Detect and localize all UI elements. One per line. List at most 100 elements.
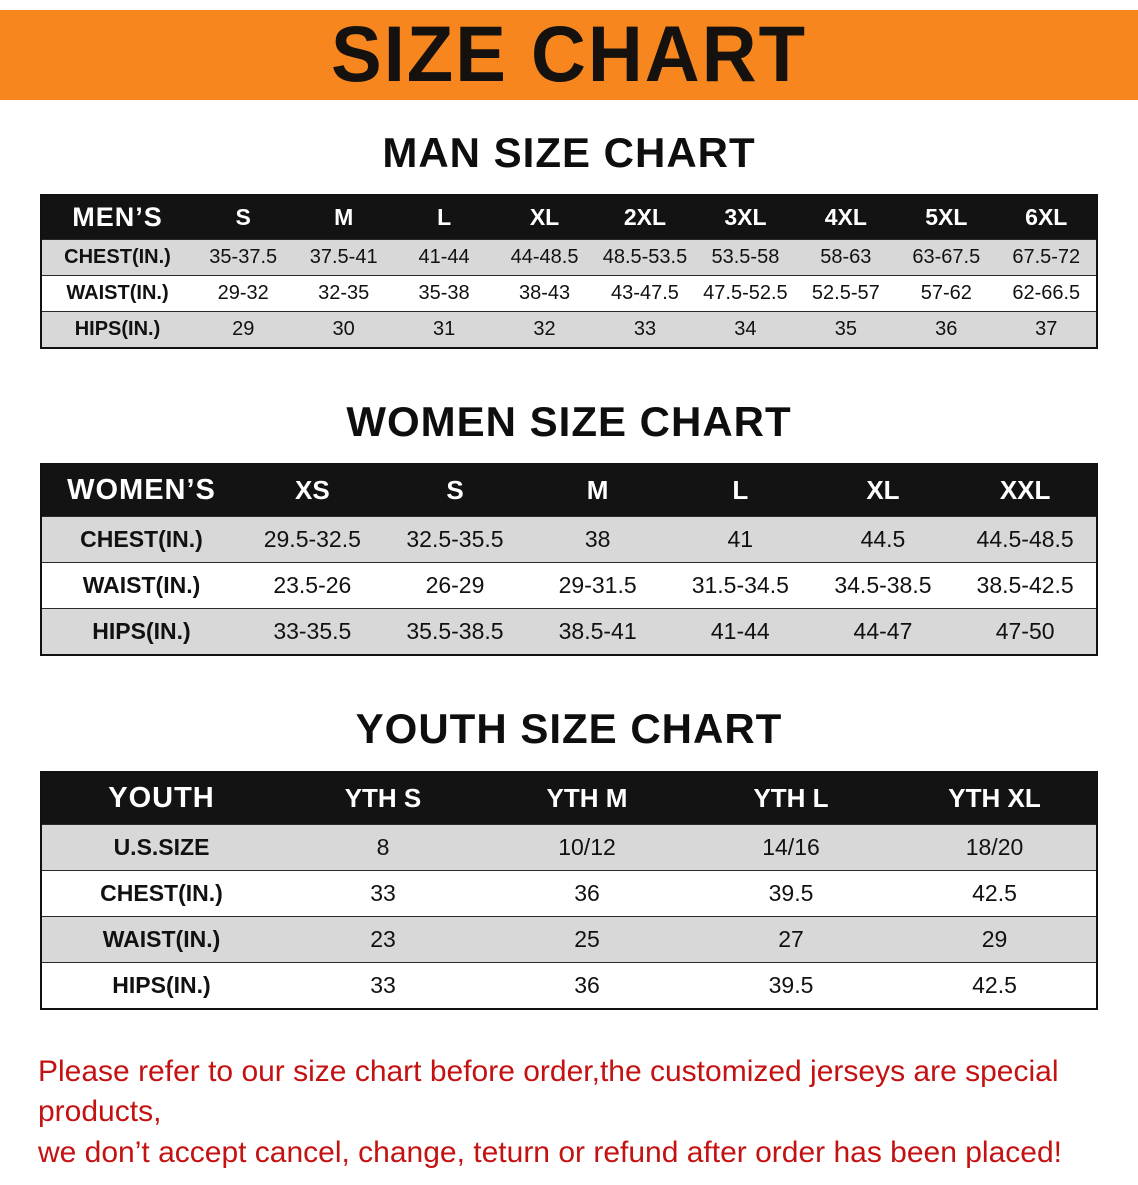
size-value-cell: 33: [594, 311, 696, 349]
table-title-cell: WOMEN’S: [41, 463, 241, 518]
row-label-cell: CHEST(IN.): [41, 516, 241, 564]
table-header-row: MEN’S S M L XL 2XL 3XL 4XL 5XL 6XL: [41, 194, 1097, 241]
column-header-cell: XL: [811, 463, 955, 518]
size-table: MEN’S S M L XL 2XL 3XL 4XL 5XL 6XL CHEST(IN.) 35-37…: [40, 194, 1098, 350]
men-size-section: MAN SIZE CHART MEN’S S M L XL 2XL 3XL 4XL 5XL 6XL…: [0, 129, 1138, 350]
size-value-cell: 26-29: [383, 562, 527, 610]
size-value-cell: 39.5: [689, 961, 893, 1010]
size-value-cell: 36: [485, 869, 689, 917]
column-header-cell: XL: [494, 194, 595, 241]
column-header-cell: L: [668, 463, 812, 518]
column-header-cell: 3XL: [695, 194, 796, 241]
size-value-cell: 27: [689, 915, 893, 963]
size-value-cell: 35.5-38.5: [383, 608, 527, 656]
size-value-cell: 30: [293, 311, 394, 349]
row-label-cell: HIPS(IN.): [41, 311, 193, 349]
size-value-cell: 52.5-57: [795, 275, 897, 313]
size-value-cell: 29: [193, 311, 294, 349]
youth-size-section: YOUTH SIZE CHART YOUTH YTH S YTH M YTH L YTH…: [0, 705, 1138, 1010]
banner: SIZE CHART: [0, 10, 1138, 100]
size-value-cell: 33-35.5: [241, 608, 384, 656]
column-header-cell: L: [393, 194, 495, 241]
table-row: HIPS(IN.) 33 36 39.5 42.5: [41, 961, 1097, 1010]
column-header-cell: YTH M: [485, 771, 689, 825]
size-value-cell: 36: [485, 961, 689, 1010]
size-value-cell: 38-43: [494, 275, 595, 313]
row-label-cell: CHEST(IN.): [41, 239, 193, 277]
youth-size-table-container: YOUTH YTH S YTH M YTH L YTH XL U.S.SIZE 8 10/12…: [40, 770, 1098, 1010]
youth-section-heading: YOUTH SIZE CHART: [355, 705, 783, 753]
size-value-cell: 47-50: [954, 608, 1097, 656]
size-value-cell: 31.5-34.5: [668, 562, 812, 610]
size-value-cell: 41-44: [668, 608, 812, 656]
size-value-cell: 57-62: [896, 275, 997, 313]
size-value-cell: 32.5-35.5: [383, 516, 527, 564]
size-value-cell: 31: [393, 311, 495, 349]
column-header-cell: XXL: [954, 463, 1097, 518]
disclaimer-line-1: Please refer to our size chart before or…: [38, 1054, 1059, 1129]
size-value-cell: 34: [695, 311, 796, 349]
row-label-cell: HIPS(IN.): [41, 608, 241, 656]
table-row: CHEST(IN.) 33 36 39.5 42.5: [41, 869, 1097, 917]
disclaimer: Please refer to our size chart before or…: [38, 1052, 1100, 1174]
size-value-cell: 34.5-38.5: [811, 562, 955, 610]
table-row: CHEST(IN.) 35-37.5 37.5-41 41-44 44-48.5 48.5…: [41, 239, 1097, 277]
size-value-cell: 43-47.5: [594, 275, 696, 313]
column-header-cell: YTH L: [689, 771, 893, 825]
size-value-cell: 37: [996, 311, 1097, 349]
size-value-cell: 62-66.5: [996, 275, 1097, 313]
size-value-cell: 23.5-26: [241, 562, 384, 610]
size-value-cell: 23: [281, 915, 485, 963]
size-value-cell: 38: [526, 516, 669, 564]
size-value-cell: 48.5-53.5: [594, 239, 696, 277]
table-row: U.S.SIZE 8 10/12 14/16 18/20: [41, 823, 1097, 871]
table-row: HIPS(IN.) 29 30 31 32 33 34 35 36 37: [41, 311, 1097, 349]
size-value-cell: 29-31.5: [526, 562, 669, 610]
women-size-section: WOMEN SIZE CHART WOMEN’S XS S M L XL XXL CHEST(…: [0, 398, 1138, 657]
column-header-cell: YTH XL: [893, 771, 1097, 825]
size-value-cell: 35-38: [393, 275, 495, 313]
column-header-cell: M: [526, 463, 669, 518]
row-label-cell: HIPS(IN.): [41, 961, 281, 1010]
size-value-cell: 18/20: [893, 823, 1097, 871]
column-header-cell: 4XL: [795, 194, 897, 241]
size-value-cell: 33: [281, 961, 485, 1010]
size-value-cell: 10/12: [485, 823, 689, 871]
size-value-cell: 44-47: [811, 608, 955, 656]
table-title-cell: YOUTH: [41, 771, 281, 825]
column-header-cell: XS: [241, 463, 384, 518]
size-value-cell: 58-63: [795, 239, 897, 277]
size-value-cell: 53.5-58: [695, 239, 796, 277]
size-value-cell: 67.5-72: [996, 239, 1097, 277]
size-value-cell: 63-67.5: [896, 239, 997, 277]
column-header-cell: S: [193, 194, 294, 241]
size-value-cell: 14/16: [689, 823, 893, 871]
table-row: WAIST(IN.) 23 25 27 29: [41, 915, 1097, 963]
table-row: WAIST(IN.) 29-32 32-35 35-38 38-43 43-47.5 47.…: [41, 275, 1097, 313]
row-label-cell: WAIST(IN.): [41, 275, 193, 313]
women-section-heading: WOMEN SIZE CHART: [346, 398, 792, 446]
size-value-cell: 29.5-32.5: [241, 516, 384, 564]
size-value-cell: 47.5-52.5: [695, 275, 796, 313]
column-header-cell: M: [293, 194, 394, 241]
row-label-cell: CHEST(IN.): [41, 869, 281, 917]
size-value-cell: 25: [485, 915, 689, 963]
table-header-row: WOMEN’S XS S M L XL XXL: [41, 463, 1097, 518]
size-value-cell: 41-44: [393, 239, 495, 277]
row-label-cell: U.S.SIZE: [41, 823, 281, 871]
size-value-cell: 32-35: [293, 275, 394, 313]
table-header-row: YOUTH YTH S YTH M YTH L YTH XL: [41, 771, 1097, 825]
size-table: WOMEN’S XS S M L XL XXL CHEST(IN.) 29.5-32.5 32.5…: [40, 463, 1098, 657]
table-row: HIPS(IN.) 33-35.5 35.5-38.5 38.5-41 41-44 44-…: [41, 608, 1097, 656]
size-table: YOUTH YTH S YTH M YTH L YTH XL U.S.SIZE 8 10/12…: [40, 770, 1098, 1010]
size-value-cell: 38.5-41: [526, 608, 669, 656]
column-header-cell: 2XL: [594, 194, 696, 241]
row-label-cell: WAIST(IN.): [41, 562, 241, 610]
men-size-table-container: MEN’S S M L XL 2XL 3XL 4XL 5XL 6XL CHEST(IN.) 35-37…: [40, 194, 1098, 350]
table-row: WAIST(IN.) 23.5-26 26-29 29-31.5 31.5-34.5 34…: [41, 562, 1097, 610]
size-value-cell: 29-32: [193, 275, 294, 313]
column-header-cell: YTH S: [281, 771, 485, 825]
size-value-cell: 33: [281, 869, 485, 917]
size-value-cell: 8: [281, 823, 485, 871]
table-row: CHEST(IN.) 29.5-32.5 32.5-35.5 38 41 44.5 44.5…: [41, 516, 1097, 564]
